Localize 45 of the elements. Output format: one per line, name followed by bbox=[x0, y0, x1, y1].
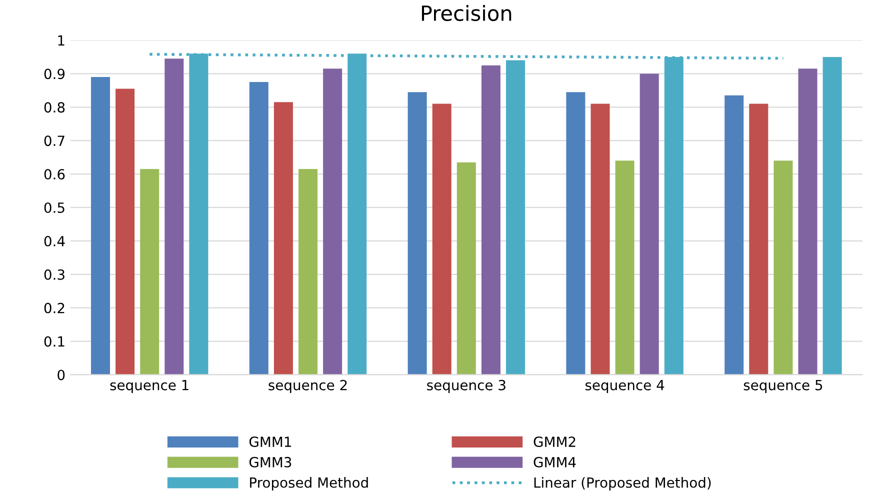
bar bbox=[798, 68, 818, 375]
bar bbox=[566, 92, 586, 375]
y-tick-label: 0.4 bbox=[44, 236, 65, 246]
bar bbox=[506, 60, 526, 375]
bar bbox=[822, 56, 842, 375]
bar bbox=[408, 92, 427, 375]
x-tick-label: sequence 1 bbox=[110, 380, 188, 394]
x-tick-label: sequence 4 bbox=[585, 380, 664, 394]
bar bbox=[481, 65, 500, 375]
y-tick-label: 0.5 bbox=[44, 202, 64, 213]
bar bbox=[140, 169, 160, 375]
chart-title: Precision bbox=[422, 4, 512, 22]
y-tick-label: 0 bbox=[58, 370, 65, 380]
bar bbox=[456, 162, 476, 375]
legend-label: GMM2 bbox=[534, 436, 576, 448]
x-tick-label: sequence 5 bbox=[744, 380, 822, 394]
legend-label: GMM3 bbox=[249, 456, 292, 468]
bar bbox=[116, 88, 135, 375]
y-tick-label: 0.7 bbox=[44, 136, 64, 146]
y-tick-label: 0.6 bbox=[44, 169, 65, 180]
bar bbox=[615, 160, 634, 375]
bar bbox=[164, 58, 184, 375]
y-tick-label: 0.8 bbox=[44, 102, 65, 113]
bar bbox=[590, 104, 610, 375]
bar bbox=[274, 102, 293, 375]
bar bbox=[774, 160, 793, 375]
y-tick-label: 0.1 bbox=[44, 336, 64, 347]
bar bbox=[298, 169, 318, 375]
bar bbox=[724, 95, 744, 375]
legend-label: Linear (Proposed Method) bbox=[534, 477, 711, 490]
x-tick-label: sequence 2 bbox=[268, 380, 347, 394]
legend-label: Proposed Method bbox=[250, 477, 368, 490]
y-tick-label: 0.2 bbox=[44, 302, 64, 314]
y-tick-label: 1 bbox=[58, 35, 64, 46]
legend-label: GMM4 bbox=[534, 456, 576, 468]
bar bbox=[323, 68, 342, 375]
y-tick-label: 0.3 bbox=[44, 269, 64, 280]
bar bbox=[90, 77, 110, 375]
bar bbox=[640, 74, 659, 375]
x-tick-label: sequence 3 bbox=[427, 380, 506, 394]
bar bbox=[432, 104, 452, 375]
y-tick-label: 0.9 bbox=[44, 68, 65, 80]
bar bbox=[749, 104, 768, 375]
legend-label: GMM1 bbox=[249, 436, 291, 448]
bar bbox=[249, 82, 268, 375]
